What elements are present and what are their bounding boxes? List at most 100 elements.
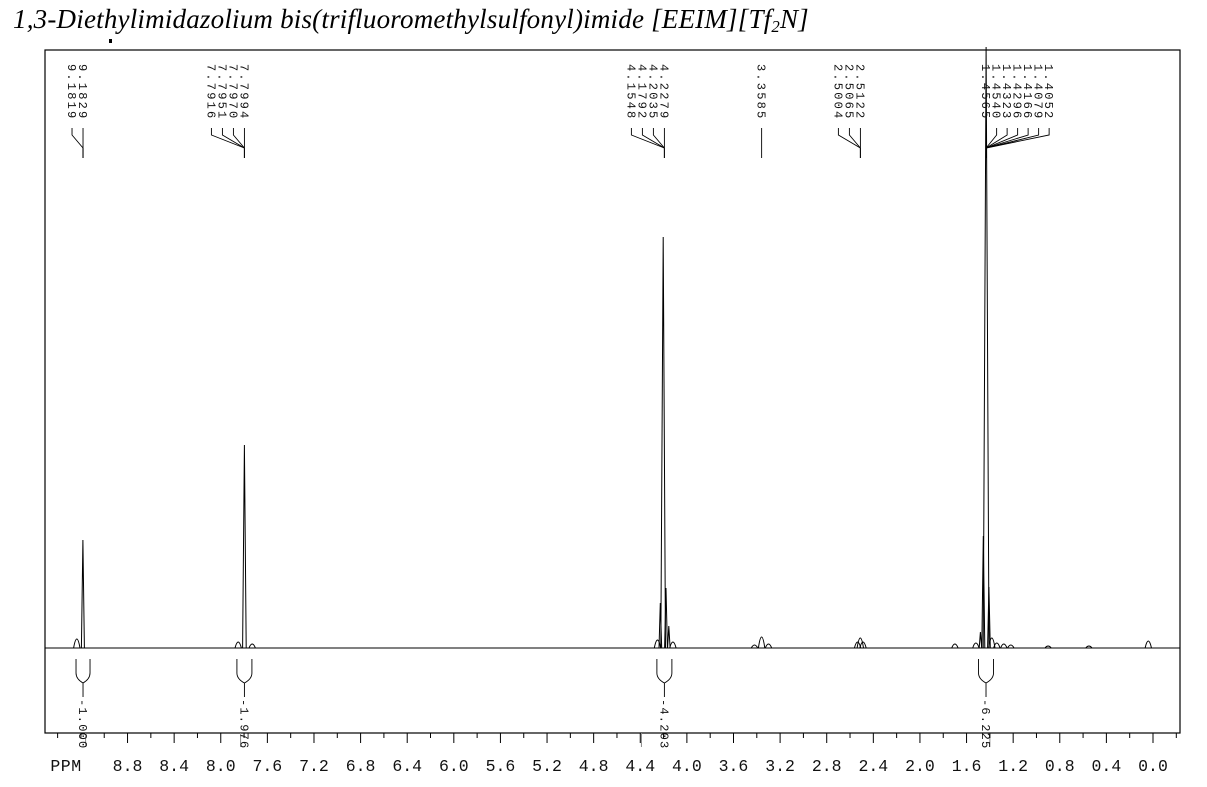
- peak-label: 1.4296: [1010, 64, 1024, 120]
- nmr-peak: [750, 644, 759, 649]
- integral-bracket: [656, 659, 673, 697]
- x-axis-tick-label: 2.0: [905, 757, 935, 776]
- x-axis-tick-label: 1.2: [998, 757, 1028, 776]
- nmr-peak: [764, 643, 773, 649]
- x-axis-tick-label: 8.0: [206, 757, 236, 776]
- x-axis-tick-label: 1.6: [952, 757, 982, 776]
- nmr-peak: [1085, 645, 1093, 649]
- x-axis-tick-label: 0.0: [1138, 757, 1168, 776]
- peak-label: 2.5122: [852, 64, 866, 120]
- nmr-peak: [859, 641, 867, 649]
- peak-label-connector: [71, 128, 84, 149]
- nmr-peak: [951, 643, 959, 649]
- peak-label: 1.4565: [978, 64, 992, 120]
- integral-bracket: [236, 659, 253, 697]
- nmr-peak: [757, 636, 766, 649]
- peak-label: 1.4323: [999, 64, 1013, 120]
- peak-label: 1.4052: [1041, 64, 1055, 120]
- x-axis-tick-label: 2.8: [812, 757, 842, 776]
- x-axis-tick-label: 4.0: [672, 757, 702, 776]
- nmr-peak: [669, 641, 677, 649]
- nmr-peak: [1007, 644, 1015, 649]
- peak-label: 9.1829: [75, 64, 89, 120]
- nmr-peak: [242, 444, 247, 649]
- peak-label: 3.3585: [754, 64, 768, 120]
- plot-frame: [44, 49, 1181, 734]
- x-axis-tick-label: 0.4: [1092, 757, 1122, 776]
- integral-bracket: [978, 659, 994, 697]
- x-axis-tick-label: 5.6: [486, 757, 516, 776]
- x-axis-tick-label: 0.8: [1045, 757, 1075, 776]
- peak-label: 1.4540: [989, 64, 1003, 120]
- peak-label: 4.2279: [656, 64, 670, 120]
- peak-label-connector: [837, 128, 861, 149]
- peak-label: 1.4166: [1020, 64, 1034, 120]
- spectrum-title: 1,3-Diethylimidazolium bis(trifluorometh…: [13, 4, 809, 37]
- nmr-peak: [993, 642, 1001, 649]
- x-axis-tick-label: 3.6: [719, 757, 749, 776]
- x-axis-tick-label: 5.2: [532, 757, 562, 776]
- nmr-peak: [982, 46, 990, 649]
- peak-label-connector: [630, 128, 665, 149]
- nmr-peak: [80, 539, 85, 649]
- peak-label: 7.7970: [225, 64, 239, 120]
- nmr-peak: [1044, 645, 1052, 649]
- peak-label: 4.1792: [634, 64, 648, 120]
- nmr-peak: [653, 639, 662, 649]
- nmr-peak: [234, 641, 242, 649]
- peak-label-connector: [986, 128, 1050, 149]
- peak-label-connector: [641, 128, 665, 149]
- title-subscript-2: 2: [771, 17, 780, 36]
- peak-label-connector: [986, 128, 1040, 149]
- nmr-peak: [1144, 640, 1152, 649]
- x-axis-tick-label: 6.8: [346, 757, 376, 776]
- peak-label-connector: [985, 128, 1008, 149]
- integral-value-label: -1.976: [236, 699, 250, 749]
- peak-label-connector: [232, 128, 245, 149]
- nmr-peak: [978, 631, 983, 649]
- nmr-peak: [1000, 643, 1008, 649]
- peak-label-connector: [985, 128, 1029, 149]
- peak-label: 2.5004: [830, 64, 844, 120]
- x-axis-tick-label: 4.8: [579, 757, 609, 776]
- nmr-peak: [972, 642, 980, 649]
- nmr-peak: [667, 625, 671, 649]
- x-axis-tick-label: 8.4: [159, 757, 189, 776]
- x-axis-tick-label: 3.2: [765, 757, 795, 776]
- nmr-peak: [660, 236, 666, 649]
- integral-value-label: -4.203: [656, 699, 670, 749]
- x-axis-tick-label: 6.0: [439, 757, 469, 776]
- nmr-peak: [987, 586, 991, 649]
- integral-bracket: [75, 659, 91, 697]
- title-text-end: N]: [779, 4, 809, 34]
- peak-label: 7.7994: [236, 64, 250, 120]
- x-axis-tick-label: 8.8: [113, 757, 143, 776]
- peak-label-connector: [848, 128, 861, 149]
- peak-label-connector: [652, 128, 665, 149]
- peak-label: 7.7916: [203, 64, 217, 120]
- peak-label-connector: [985, 128, 1019, 149]
- peak-label-connector: [985, 128, 998, 149]
- peak-label-connector: [221, 128, 245, 149]
- title-period-dot: [109, 39, 112, 43]
- peak-label: 2.5065: [841, 64, 855, 120]
- x-axis-tick-label: 6.4: [392, 757, 422, 776]
- x-axis-tick-label: 7.2: [299, 757, 329, 776]
- nmr-peak: [664, 587, 668, 649]
- x-axis-tick-label: 4.4: [625, 757, 655, 776]
- peak-label: 7.7951: [214, 64, 228, 120]
- integral-value-label: -1.000: [75, 699, 89, 749]
- integral-value-label: -6.225: [978, 699, 992, 749]
- peak-label: 4.1548: [623, 64, 637, 120]
- nmr-peak: [248, 643, 256, 649]
- peak-label: 9.1819: [64, 64, 78, 120]
- x-axis-tick-label: 2.4: [858, 757, 888, 776]
- x-axis-title: PPM: [50, 757, 81, 776]
- peak-label-connector: [210, 128, 245, 149]
- peak-label: 4.2035: [645, 64, 659, 120]
- nmr-peak: [73, 638, 81, 649]
- title-text: 1,3-Diethylimidazolium bis(trifluorometh…: [13, 4, 772, 34]
- peak-label: 1.4079: [1031, 64, 1045, 120]
